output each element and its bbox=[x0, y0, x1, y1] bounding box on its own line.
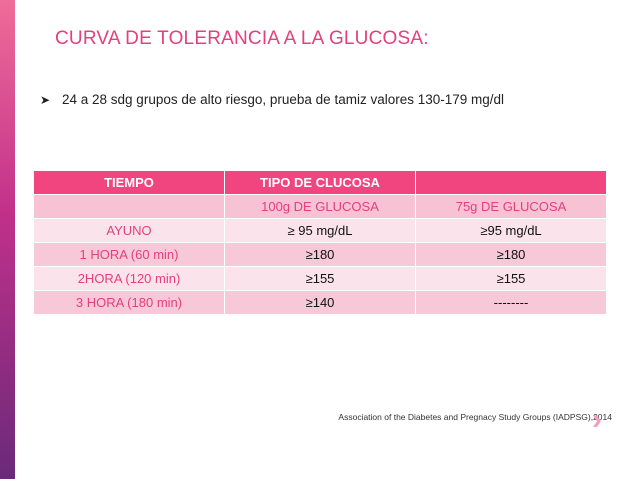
subheader-row: 100g DE GLUCOSA 75g DE GLUCOSA bbox=[33, 194, 607, 219]
cell: 3 HORA (180 min) bbox=[33, 290, 225, 315]
header-row: TIEMPO TIPO DE CLUCOSA bbox=[33, 170, 607, 195]
bullet: ➤ 24 a 28 sdg grupos de alto riesgo, prue… bbox=[40, 92, 504, 107]
cell: 1 HORA (60 min) bbox=[33, 242, 225, 267]
bullet-icon: ➤ bbox=[40, 93, 51, 107]
row: 2HORA (120 min) ≥155 ≥155 bbox=[33, 266, 607, 291]
glucose-table: TIEMPO TIPO DE CLUCOSA 100g DE GLUCOSA 7… bbox=[33, 170, 607, 315]
bullet-text: 24 a 28 sdg grupos de alto riesgo, prueb… bbox=[62, 92, 505, 107]
slide-title: CURVA DE TOLERANCIA A LA GLUCOSA: bbox=[55, 28, 429, 49]
side-stripe bbox=[0, 0, 15, 479]
row: 3 HORA (180 min) ≥140 -------- bbox=[33, 290, 607, 315]
subheader-cell: 100g DE GLUCOSA bbox=[224, 194, 416, 219]
cell: 2HORA (120 min) bbox=[33, 266, 225, 291]
cell: ≥ 95 mg/dL bbox=[224, 218, 416, 243]
header-cell bbox=[415, 170, 607, 195]
cell: ≥95 mg/dL bbox=[415, 218, 607, 243]
cell: ≥180 bbox=[415, 242, 607, 267]
cell: AYUNO bbox=[33, 218, 225, 243]
header-cell: TIEMPO bbox=[33, 170, 225, 195]
cell: ≥180 bbox=[224, 242, 416, 267]
cell: ≥155 bbox=[224, 266, 416, 291]
subheader-cell: 75g DE GLUCOSA bbox=[415, 194, 607, 219]
citation: Association of the Diabetes and Pregnacy… bbox=[338, 412, 612, 422]
cell: -------- bbox=[415, 290, 607, 315]
header-cell: TIPO DE CLUCOSA bbox=[224, 170, 416, 195]
row: AYUNO ≥ 95 mg/dL ≥95 mg/dL bbox=[33, 218, 607, 243]
cell: ≥155 bbox=[415, 266, 607, 291]
subheader-cell bbox=[33, 194, 225, 219]
row: 1 HORA (60 min) ≥180 ≥180 bbox=[33, 242, 607, 267]
decoration: › bbox=[592, 403, 602, 436]
cell: ≥140 bbox=[224, 290, 416, 315]
